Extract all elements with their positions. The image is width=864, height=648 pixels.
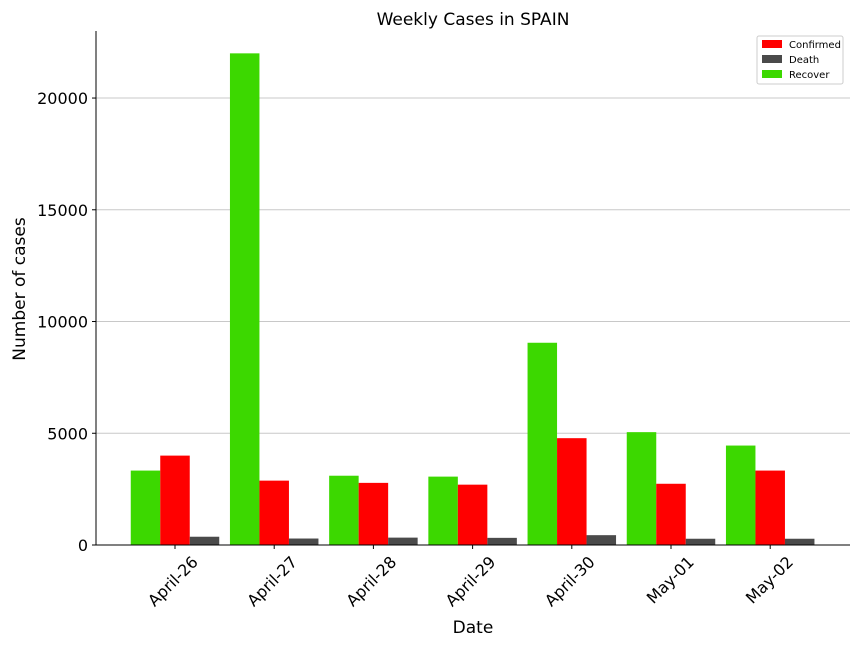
bar-death: [388, 537, 418, 545]
bar-confirmed: [358, 482, 389, 545]
legend-label-confirmed: Confirmed: [789, 40, 841, 51]
legend-swatch-recover: [762, 70, 782, 78]
legend-label-death: Death: [789, 55, 819, 66]
y-tick-label: 5000: [47, 424, 88, 443]
x-tick-label: April-28: [342, 552, 400, 610]
bar-death: [586, 535, 617, 545]
legend: Confirmed Death Recover: [756, 35, 844, 85]
legend-swatch-confirmed: [762, 40, 782, 48]
bar-confirmed: [557, 438, 587, 545]
bar-confirmed: [755, 470, 785, 545]
bar-confirmed: [656, 483, 686, 545]
bar-death: [189, 536, 220, 545]
y-tick-label: 0: [78, 536, 88, 555]
bar-recover: [626, 432, 657, 545]
y-tick-label: 10000: [37, 313, 88, 332]
grid-lines: [96, 97, 850, 434]
x-tick-label: April-26: [144, 552, 202, 610]
y-ticks: 0 5000 10000 15000 20000: [37, 89, 96, 555]
x-tick-label: May-01: [643, 552, 698, 607]
bar-recover: [428, 476, 458, 545]
x-tick-label: April-30: [541, 552, 599, 610]
bar-death: [288, 538, 319, 545]
y-tick-label: 20000: [37, 89, 88, 108]
x-tick-label: April-27: [243, 552, 301, 610]
bar-death: [784, 538, 815, 545]
x-axis-label: Date: [453, 618, 494, 638]
bar-confirmed: [160, 455, 190, 545]
bar-recover: [329, 475, 359, 545]
y-tick-label: 15000: [37, 201, 88, 220]
chart-title: Weekly Cases in SPAIN: [377, 10, 570, 30]
bar-recover: [725, 445, 756, 545]
bar-recover: [130, 470, 161, 545]
bar-recover: [527, 342, 558, 545]
bar-death: [487, 537, 517, 545]
x-tick-label: May-02: [742, 552, 797, 607]
bar-confirmed: [457, 484, 488, 545]
bar-recover: [229, 53, 260, 545]
bars: [130, 53, 815, 545]
legend-swatch-death: [762, 55, 782, 63]
x-tick-label: April-29: [442, 552, 500, 610]
bar-death: [685, 538, 716, 545]
x-ticks: April-26 April-27 April-28 April-29 April-30…: [144, 545, 797, 610]
legend-label-recover: Recover: [789, 70, 830, 81]
bar-confirmed: [259, 480, 289, 545]
y-axis-label: Number of cases: [10, 217, 30, 361]
